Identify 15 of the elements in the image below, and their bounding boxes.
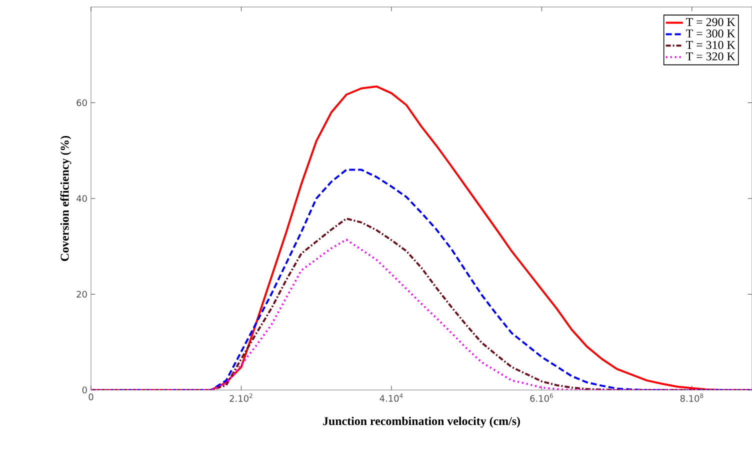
y-tick-label: 60 [76, 99, 87, 106]
legend-label: T = 320 K [686, 52, 736, 60]
x-tick-label: 8.10$^{8}$ [680, 394, 704, 402]
x-tick-label: 2.10$^{2}$ [230, 394, 252, 402]
y-axis-title: Coversion efficiency (%) [60, 136, 72, 261]
legend-label: T = 300 K [686, 29, 736, 38]
x-axis-title: Junction recombination velocity (cm/s) [323, 416, 520, 428]
x-tick-label: 4.10$^{4}$ [380, 394, 403, 402]
y-tick-label: 40 [76, 195, 87, 202]
y-tick-label: 20 [76, 290, 87, 298]
x-tick-label: 0 [88, 394, 94, 400]
x-tick-label: 6.10$^{6}$ [530, 394, 553, 402]
y-tick-label: 0 [82, 386, 87, 394]
legend-label: T = 310 K [686, 40, 736, 49]
legend-label: T = 290 K [686, 18, 736, 26]
